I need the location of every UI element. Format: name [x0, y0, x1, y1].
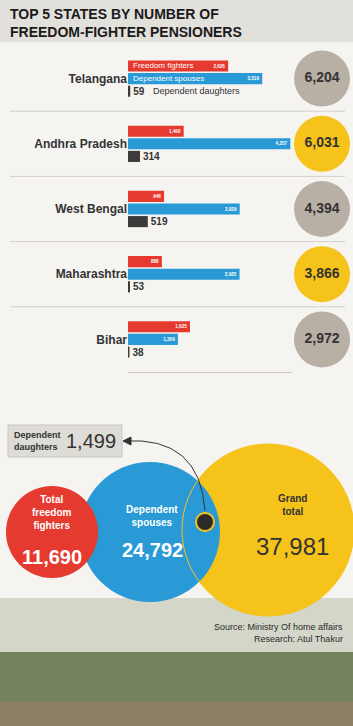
svg-text:946: 946 [153, 194, 161, 199]
svg-text:888: 888 [151, 259, 159, 264]
svg-text:6,031: 6,031 [304, 134, 339, 150]
svg-text:1,499: 1,499 [66, 430, 116, 452]
svg-text:2,925: 2,925 [225, 272, 237, 277]
svg-text:37,981: 37,981 [256, 533, 329, 560]
svg-text:6,204: 6,204 [304, 69, 339, 85]
svg-text:Research: Atul Thakur: Research: Atul Thakur [254, 634, 343, 644]
svg-text:Andhra Pradesh: Andhra Pradesh [34, 137, 127, 151]
svg-text:4,394: 4,394 [304, 200, 339, 216]
svg-text:38: 38 [132, 347, 144, 358]
svg-text:Bihar: Bihar [96, 333, 127, 347]
svg-text:2,626: 2,626 [213, 64, 225, 69]
svg-text:4,257: 4,257 [276, 141, 288, 146]
svg-text:Grandtotal: Grandtotal [278, 493, 307, 517]
svg-text:Totalfreedomfighters: Totalfreedomfighters [32, 494, 72, 531]
svg-text:2,972: 2,972 [304, 330, 339, 346]
svg-text:Dependent spouses: Dependent spouses [133, 74, 204, 83]
svg-text:Dependentspouses: Dependentspouses [126, 504, 178, 528]
svg-text:24,792: 24,792 [122, 539, 183, 561]
svg-text:3,519: 3,519 [247, 76, 259, 81]
svg-text:1,460: 1,460 [169, 129, 181, 134]
svg-text:3,866: 3,866 [304, 265, 339, 281]
svg-text:11,690: 11,690 [22, 546, 82, 568]
svg-text:1,625: 1,625 [175, 324, 187, 329]
svg-text:59: 59 [133, 86, 145, 97]
svg-text:2,929: 2,929 [225, 207, 237, 212]
svg-text:Maharashtra: Maharashtra [56, 267, 128, 281]
svg-text:Dependentdaughters: Dependentdaughters [14, 430, 61, 452]
svg-text:1,309: 1,309 [163, 337, 175, 342]
svg-text:314: 314 [143, 151, 160, 162]
svg-text:West Bengal: West Bengal [55, 202, 127, 216]
svg-text:TOP 5 STATES BY NUMBER OFFREED: TOP 5 STATES BY NUMBER OFFREEDOM-FIGHTER… [10, 6, 242, 40]
svg-text:Dependent daughters: Dependent daughters [153, 86, 240, 96]
svg-text:Freedom fighters: Freedom fighters [133, 61, 193, 70]
svg-text:53: 53 [133, 281, 145, 292]
svg-text:519: 519 [151, 216, 168, 227]
svg-text:Telangana: Telangana [69, 72, 128, 86]
svg-text:Source: Ministry Of home affai: Source: Ministry Of home affairs [214, 622, 343, 632]
